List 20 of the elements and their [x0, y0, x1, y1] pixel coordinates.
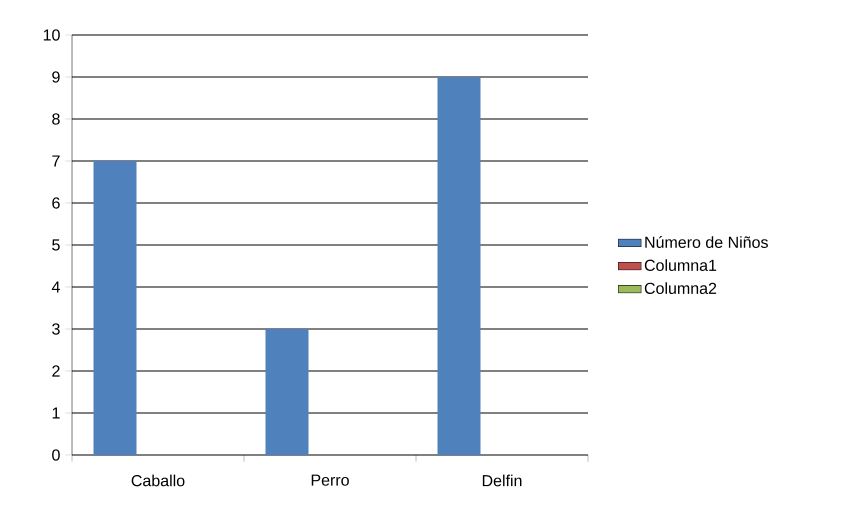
- y-tick-label: 6: [52, 197, 60, 209]
- y-tick-label: 8: [52, 113, 60, 125]
- legend-label: Columna2: [644, 282, 716, 294]
- y-tick-label: 4: [52, 281, 60, 292]
- bar: [266, 328, 309, 455]
- y-tick-label: 9: [52, 71, 60, 83]
- y-tick-label: 2: [52, 365, 60, 377]
- legend-label: Número de Niños: [645, 236, 768, 248]
- x-tick-label: Caballo: [132, 474, 184, 486]
- x-tick-label: Perro: [312, 474, 349, 486]
- y-tick-label: 1: [52, 407, 60, 418]
- y-tick-label: 3: [52, 323, 60, 335]
- y-tick-label: 7: [52, 155, 60, 166]
- bar: [438, 76, 480, 455]
- x-tick-label: Delfin: [482, 474, 522, 486]
- y-tick-label: 5: [52, 239, 60, 251]
- y-tick-label: 0: [52, 449, 60, 461]
- y-tick-label: 10: [44, 29, 60, 41]
- bar: [94, 160, 137, 455]
- legend-label: Columna1: [644, 259, 716, 271]
